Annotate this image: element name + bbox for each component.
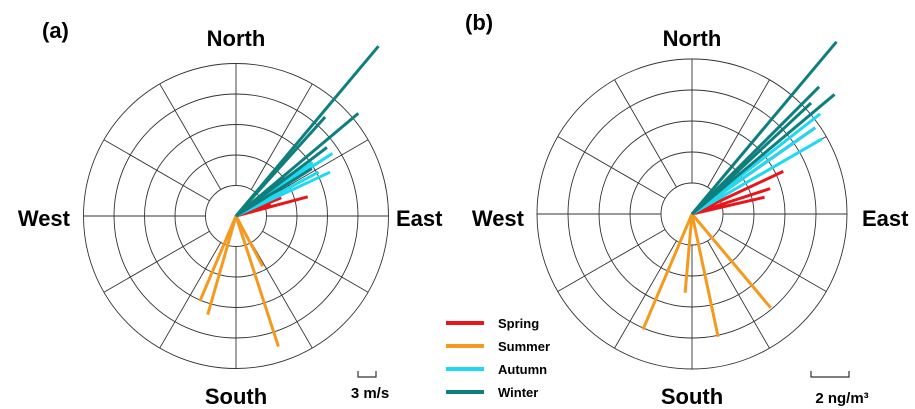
legend-label-spring: Spring [498,316,539,331]
panel-b-spoke-330 [614,79,677,188]
panel-a-south-label: South [205,384,267,409]
legend: Spring Summer Autumn Winter [446,316,550,400]
panel-a-spoke-300 [103,139,210,202]
legend-label-summer: Summer [498,339,550,354]
panel-a-east-label: East [396,206,443,231]
panel-b-scale-bar: 2 ng/m³ [810,371,869,407]
panel-a-summer-ray-0 [234,215,280,347]
panel-a-scale-label: 3 m/s [351,385,389,402]
panel-b-winter-ray-3 [690,101,813,216]
panel-b-summer-ray-3 [683,213,694,293]
panel-a-north-label: North [207,26,266,51]
panel-b-label: (b) [465,10,493,35]
panel-a-grid [83,63,389,369]
panel-a-spoke-30 [250,83,313,190]
panel-b-rays [641,40,838,338]
panel-a-spoke-210 [159,242,222,349]
legend-label-autumn: Autumn [498,362,547,377]
panel-a-summer-ray-3 [234,215,265,267]
panel-b-spoke-120 [718,229,827,292]
panel-b-east-label: East [862,206,909,231]
panel-b-autumn-ray-1 [691,126,817,216]
panel-b: (b) North South East West 2 ng/m³ [465,10,909,409]
panel-b-spoke-300 [557,136,666,199]
panel-b-summer-ray-2 [690,213,772,309]
panel-b-scale-bracket [810,371,850,378]
panel-a-spoke-330 [159,83,222,190]
panel-b-summer-ray-1 [641,213,694,331]
panel-a-winter-ray-1 [234,116,327,218]
panel-b-spoke-210 [614,240,677,349]
panel-b-grid [536,58,848,370]
panel-a-spoke-60 [262,139,369,202]
panel-b-autumn-ray-2 [691,137,823,216]
panel-a-winter-ray-4 [235,167,313,218]
panel-b-scale-label: 2 ng/m³ [815,390,868,407]
panel-a-scale-bar: 3 m/s [351,371,389,402]
panel-b-spoke-240 [557,229,666,292]
panel-b-summer-ray-0 [690,213,720,338]
panel-a-winter-ray-3 [235,146,328,218]
panel-b-winter-ray-2 [691,93,836,216]
panel-a-autumn-ray-3 [235,170,331,218]
panel-a-rays [198,45,380,347]
panel-b-spoke-150 [707,240,770,349]
panel-a-spoke-120 [262,230,369,293]
panel-b-spoke-30 [707,79,770,188]
panel-a-scale-bracket [357,371,377,378]
panel-b-spring-ray-3 [691,195,765,216]
panel-b-north-label: North [663,26,722,51]
panel-a-label: (a) [42,18,69,43]
panel-a: (a) North South East West 3 m/s [18,18,443,409]
panel-a-spoke-240 [103,230,210,293]
panel-a-west-label: West [18,206,71,231]
panel-b-winter-ray-0 [690,40,838,215]
panel-b-south-label: South [661,384,723,409]
panel-b-west-label: West [472,206,525,231]
panel-a-summer-ray-1 [206,215,238,316]
panel-a-spoke-150 [250,242,313,349]
panel-a-summer-ray-2 [198,215,238,302]
legend-label-winter: Winter [498,385,538,400]
panel-a-spring-ray-4 [235,195,309,218]
